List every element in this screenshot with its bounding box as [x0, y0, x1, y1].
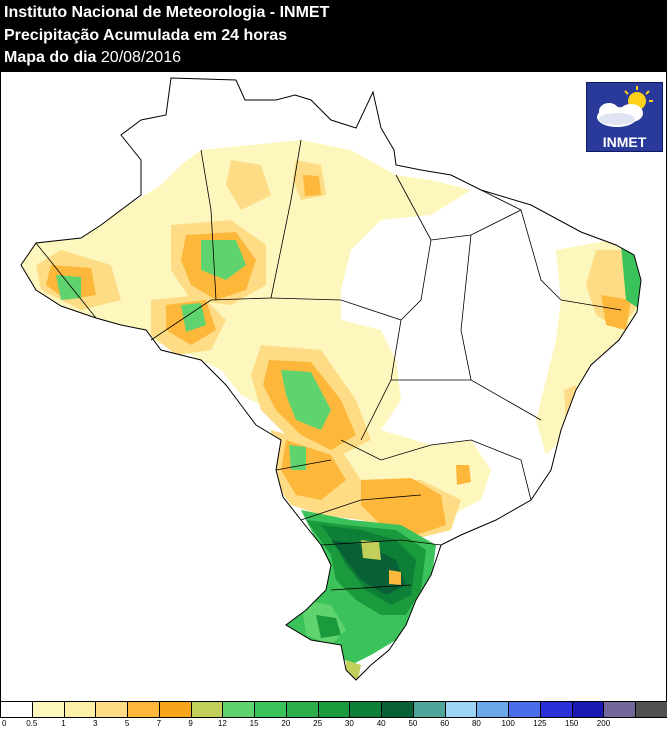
legend-swatch	[63, 701, 97, 718]
brazil-outline	[20, 77, 642, 681]
legend-swatch	[222, 701, 256, 718]
legend-tick-label: 25	[313, 719, 323, 728]
legend-swatch	[158, 701, 192, 718]
legend-swatch	[508, 701, 541, 718]
legend-swatch	[381, 701, 414, 718]
legend-swatch	[349, 701, 383, 718]
legend-swatch	[476, 701, 510, 718]
precipitation-legend: 0 0.5 1 3 5 7 9 12 15 20 25 30 40 50 60 80 100 125 150 200	[0, 701, 667, 730]
map-date-prefix: Mapa do dia	[4, 49, 97, 66]
legend-tick-label: 60	[440, 719, 450, 728]
legend-swatch	[0, 701, 33, 718]
map-date-line: Mapa do dia 20/08/2016	[4, 48, 181, 68]
logo-label: INMET	[602, 134, 647, 150]
institute-title: Instituto Nacional de Meteorologia - INM…	[4, 4, 330, 21]
legend-tick-label: 12	[217, 719, 227, 728]
legend-tick-label: 80	[471, 719, 481, 728]
legend-swatch	[571, 701, 605, 718]
legend-swatch	[190, 701, 224, 718]
legend-tick-label: 15	[249, 719, 259, 728]
legend-tick-label: 3	[93, 719, 98, 728]
legend-tick-label: 0	[2, 719, 7, 728]
product-title: Precipitação Acumulada em 24 horas	[4, 27, 288, 44]
legend-swatch	[31, 701, 65, 718]
sun-cloud-icon	[597, 86, 653, 127]
legend-tick-label: 100	[501, 719, 515, 728]
legend-tick-label: 40	[376, 719, 386, 728]
precipitation-fields	[21, 140, 641, 680]
map-header: Instituto Nacional de Meteorologia - INM…	[0, 0, 667, 72]
map-date: 20/08/2016	[100, 49, 181, 66]
legend-swatch	[635, 701, 667, 718]
legend-tick-label: 125	[533, 719, 547, 728]
state-borders	[35, 139, 622, 591]
legend-swatch	[254, 701, 287, 718]
legend-swatch	[603, 701, 637, 718]
legend-tick-label: 50	[408, 719, 418, 728]
legend-tick-label: 0.5	[26, 719, 38, 728]
legend-tick-label: 1	[61, 719, 66, 728]
brazil-precipitation-map	[20, 77, 642, 681]
legend-tick-label: 9	[188, 719, 193, 728]
legend-swatch	[539, 701, 573, 718]
legend-tick-label: 30	[344, 719, 354, 728]
legend-swatch	[444, 701, 478, 718]
inmet-logo: INMET	[586, 82, 663, 152]
legend-tick-label: 150	[565, 719, 579, 728]
legend-tick-label: 7	[156, 719, 162, 728]
legend-tick-label: 5	[124, 719, 130, 728]
legend-swatch	[412, 701, 446, 718]
legend-tick-label: 20	[281, 719, 291, 728]
legend-swatch	[317, 701, 351, 718]
map-area: INMET	[0, 72, 667, 701]
legend-swatch	[285, 701, 319, 718]
legend-swatch	[95, 701, 129, 718]
legend-swatch	[127, 701, 160, 718]
legend-tick-label: 200	[596, 719, 611, 728]
